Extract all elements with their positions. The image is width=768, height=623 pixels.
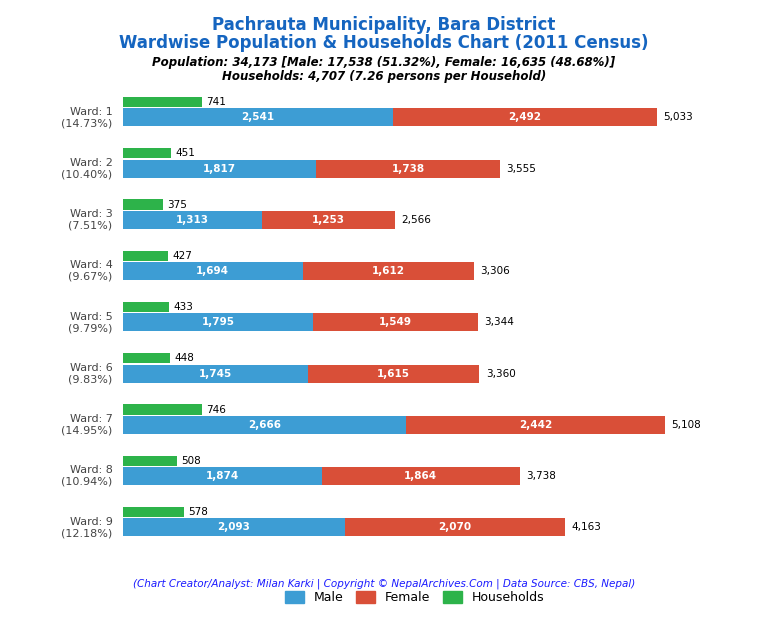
Bar [308, 364, 479, 383]
Bar [123, 507, 184, 517]
Text: 427: 427 [173, 251, 192, 261]
Bar [345, 518, 564, 536]
Bar [123, 364, 308, 383]
Text: 1,874: 1,874 [206, 471, 239, 481]
Text: 578: 578 [188, 507, 208, 517]
Text: Households: 4,707 (7.26 persons per Household): Households: 4,707 (7.26 persons per Hous… [222, 70, 546, 83]
Bar [313, 313, 478, 331]
Text: 1,738: 1,738 [392, 164, 425, 174]
Text: 1,549: 1,549 [379, 317, 412, 328]
Text: 508: 508 [181, 456, 200, 466]
Bar [123, 313, 313, 331]
Text: 1,745: 1,745 [199, 369, 232, 379]
Text: 1,817: 1,817 [203, 164, 236, 174]
Text: Wardwise Population & Households Chart (2011 Census): Wardwise Population & Households Chart (… [119, 34, 649, 52]
Bar [262, 211, 396, 229]
Text: 741: 741 [206, 97, 226, 107]
Text: 3,360: 3,360 [486, 369, 515, 379]
Text: 5,033: 5,033 [664, 112, 693, 122]
Text: Pachrauta Municipality, Bara District: Pachrauta Municipality, Bara District [212, 16, 556, 34]
Text: 2,070: 2,070 [439, 523, 472, 533]
Text: 1,694: 1,694 [197, 266, 230, 276]
Text: 1,313: 1,313 [176, 215, 209, 225]
Text: 3,306: 3,306 [480, 266, 510, 276]
Text: 2,541: 2,541 [241, 112, 274, 122]
Text: 2,666: 2,666 [248, 420, 281, 430]
Text: Population: 34,173 [Male: 17,538 (51.32%), Female: 16,635 (48.68%)]: Population: 34,173 [Male: 17,538 (51.32%… [152, 56, 616, 69]
Bar [123, 250, 168, 261]
Bar [123, 211, 262, 229]
Bar [123, 455, 177, 466]
Text: 2,566: 2,566 [402, 215, 432, 225]
Text: 4,163: 4,163 [571, 523, 601, 533]
Bar [123, 302, 169, 312]
Bar [123, 262, 303, 280]
Text: 2,442: 2,442 [518, 420, 552, 430]
Text: 3,738: 3,738 [526, 471, 556, 481]
Bar [406, 416, 665, 434]
Bar [123, 159, 316, 178]
Text: 1,795: 1,795 [202, 317, 235, 328]
Text: 1,615: 1,615 [377, 369, 410, 379]
Bar [123, 518, 345, 536]
Text: 3,344: 3,344 [484, 317, 514, 328]
Bar [123, 97, 201, 107]
Text: 2,093: 2,093 [217, 523, 250, 533]
Bar [123, 416, 406, 434]
Bar [123, 108, 392, 126]
Text: 451: 451 [175, 148, 195, 158]
Text: 2,492: 2,492 [508, 112, 541, 122]
Text: 433: 433 [173, 302, 193, 312]
Text: 448: 448 [174, 353, 194, 363]
Bar [303, 262, 474, 280]
Text: 1,612: 1,612 [372, 266, 405, 276]
Text: (Chart Creator/Analyst: Milan Karki | Copyright © NepalArchives.Com | Data Sourc: (Chart Creator/Analyst: Milan Karki | Co… [133, 578, 635, 589]
Bar [123, 353, 170, 363]
Bar [316, 159, 500, 178]
Bar [322, 467, 520, 485]
Text: 1,253: 1,253 [313, 215, 345, 225]
Bar [123, 404, 202, 415]
Bar [392, 108, 657, 126]
Bar [123, 148, 170, 158]
Bar [123, 199, 163, 210]
Text: 1,864: 1,864 [404, 471, 437, 481]
Text: 375: 375 [167, 199, 187, 209]
Text: 3,555: 3,555 [507, 164, 536, 174]
Legend: Male, Female, Households: Male, Female, Households [280, 586, 549, 609]
Text: 746: 746 [207, 404, 226, 414]
Bar [123, 467, 322, 485]
Text: 5,108: 5,108 [671, 420, 701, 430]
